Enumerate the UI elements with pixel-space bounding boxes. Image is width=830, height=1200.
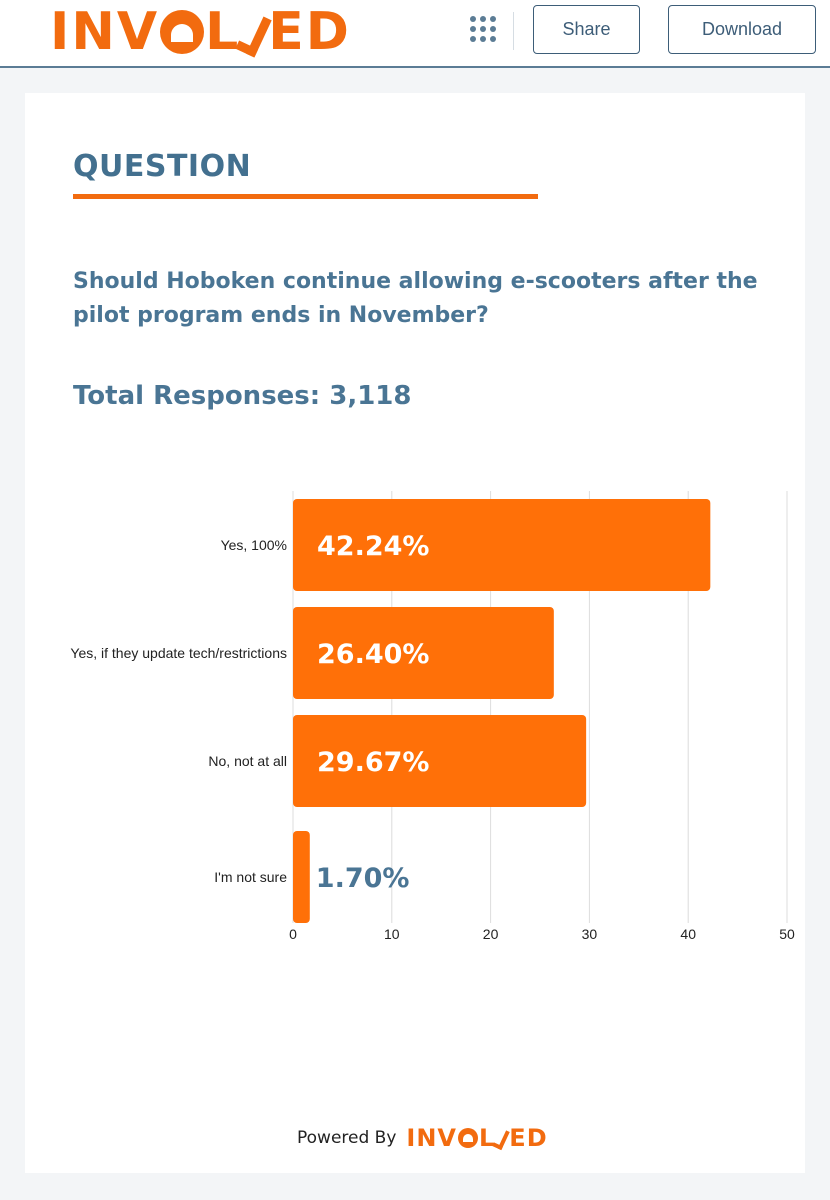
top-bar: INV L ED Share Download — [0, 0, 830, 68]
total-responses: Total Responses: 3,118 — [73, 381, 412, 411]
x-tick-label: 20 — [483, 926, 499, 942]
footer-logo-text-start: INV — [406, 1124, 457, 1152]
bar — [293, 499, 711, 591]
powered-by[interactable]: Powered By INV L ED — [297, 1123, 548, 1153]
capitol-dome-icon — [458, 1128, 478, 1148]
logo-text-start: INV — [50, 2, 160, 62]
category-label: I'm not sure — [214, 869, 287, 885]
bar-data-label: 42.24% — [317, 531, 429, 562]
x-tick-label: 30 — [582, 926, 598, 942]
logo-text-end: ED — [268, 2, 351, 62]
involved-logo[interactable]: INV L ED — [50, 2, 351, 62]
category-label: Yes, if they update tech/restrictions — [70, 645, 287, 661]
footer-logo-text-mid: L — [479, 1124, 496, 1152]
bar — [293, 831, 310, 923]
heading-underline — [73, 194, 538, 199]
checkmark-icon — [240, 10, 268, 54]
poll-card: QUESTION Should Hoboken continue allowin… — [25, 93, 805, 1173]
logo-text-mid: L — [205, 2, 241, 62]
powered-by-label: Powered By — [297, 1128, 397, 1148]
checkmark-icon — [495, 1127, 509, 1149]
category-label: No, not at all — [208, 753, 287, 769]
bar — [293, 715, 587, 807]
results-bar-chart: 0 10 20 30 40 50 Yes, 100% 42.24% Yes, if they u… — [70, 491, 795, 942]
header-divider — [513, 12, 514, 50]
involved-logo-small: INV L ED — [406, 1124, 547, 1152]
footer-logo-text-end: ED — [509, 1124, 548, 1152]
bar-data-label: 1.70% — [316, 863, 410, 894]
bar-data-label: 26.40% — [317, 639, 429, 670]
x-tick-label: 0 — [289, 926, 297, 942]
x-tick-label: 50 — [779, 926, 795, 942]
apps-grid-icon[interactable] — [470, 16, 496, 42]
capitol-dome-icon — [160, 10, 205, 54]
question-heading: QUESTION — [73, 149, 252, 184]
share-button[interactable]: Share — [533, 5, 640, 54]
bar-data-label: 29.67% — [317, 747, 429, 778]
question-text: Should Hoboken continue allowing e-scoot… — [73, 269, 758, 328]
x-tick-label: 10 — [384, 926, 400, 942]
bar — [293, 607, 554, 699]
category-label: Yes, 100% — [221, 537, 287, 553]
x-tick-label: 40 — [680, 926, 696, 942]
download-button[interactable]: Download — [668, 5, 816, 54]
